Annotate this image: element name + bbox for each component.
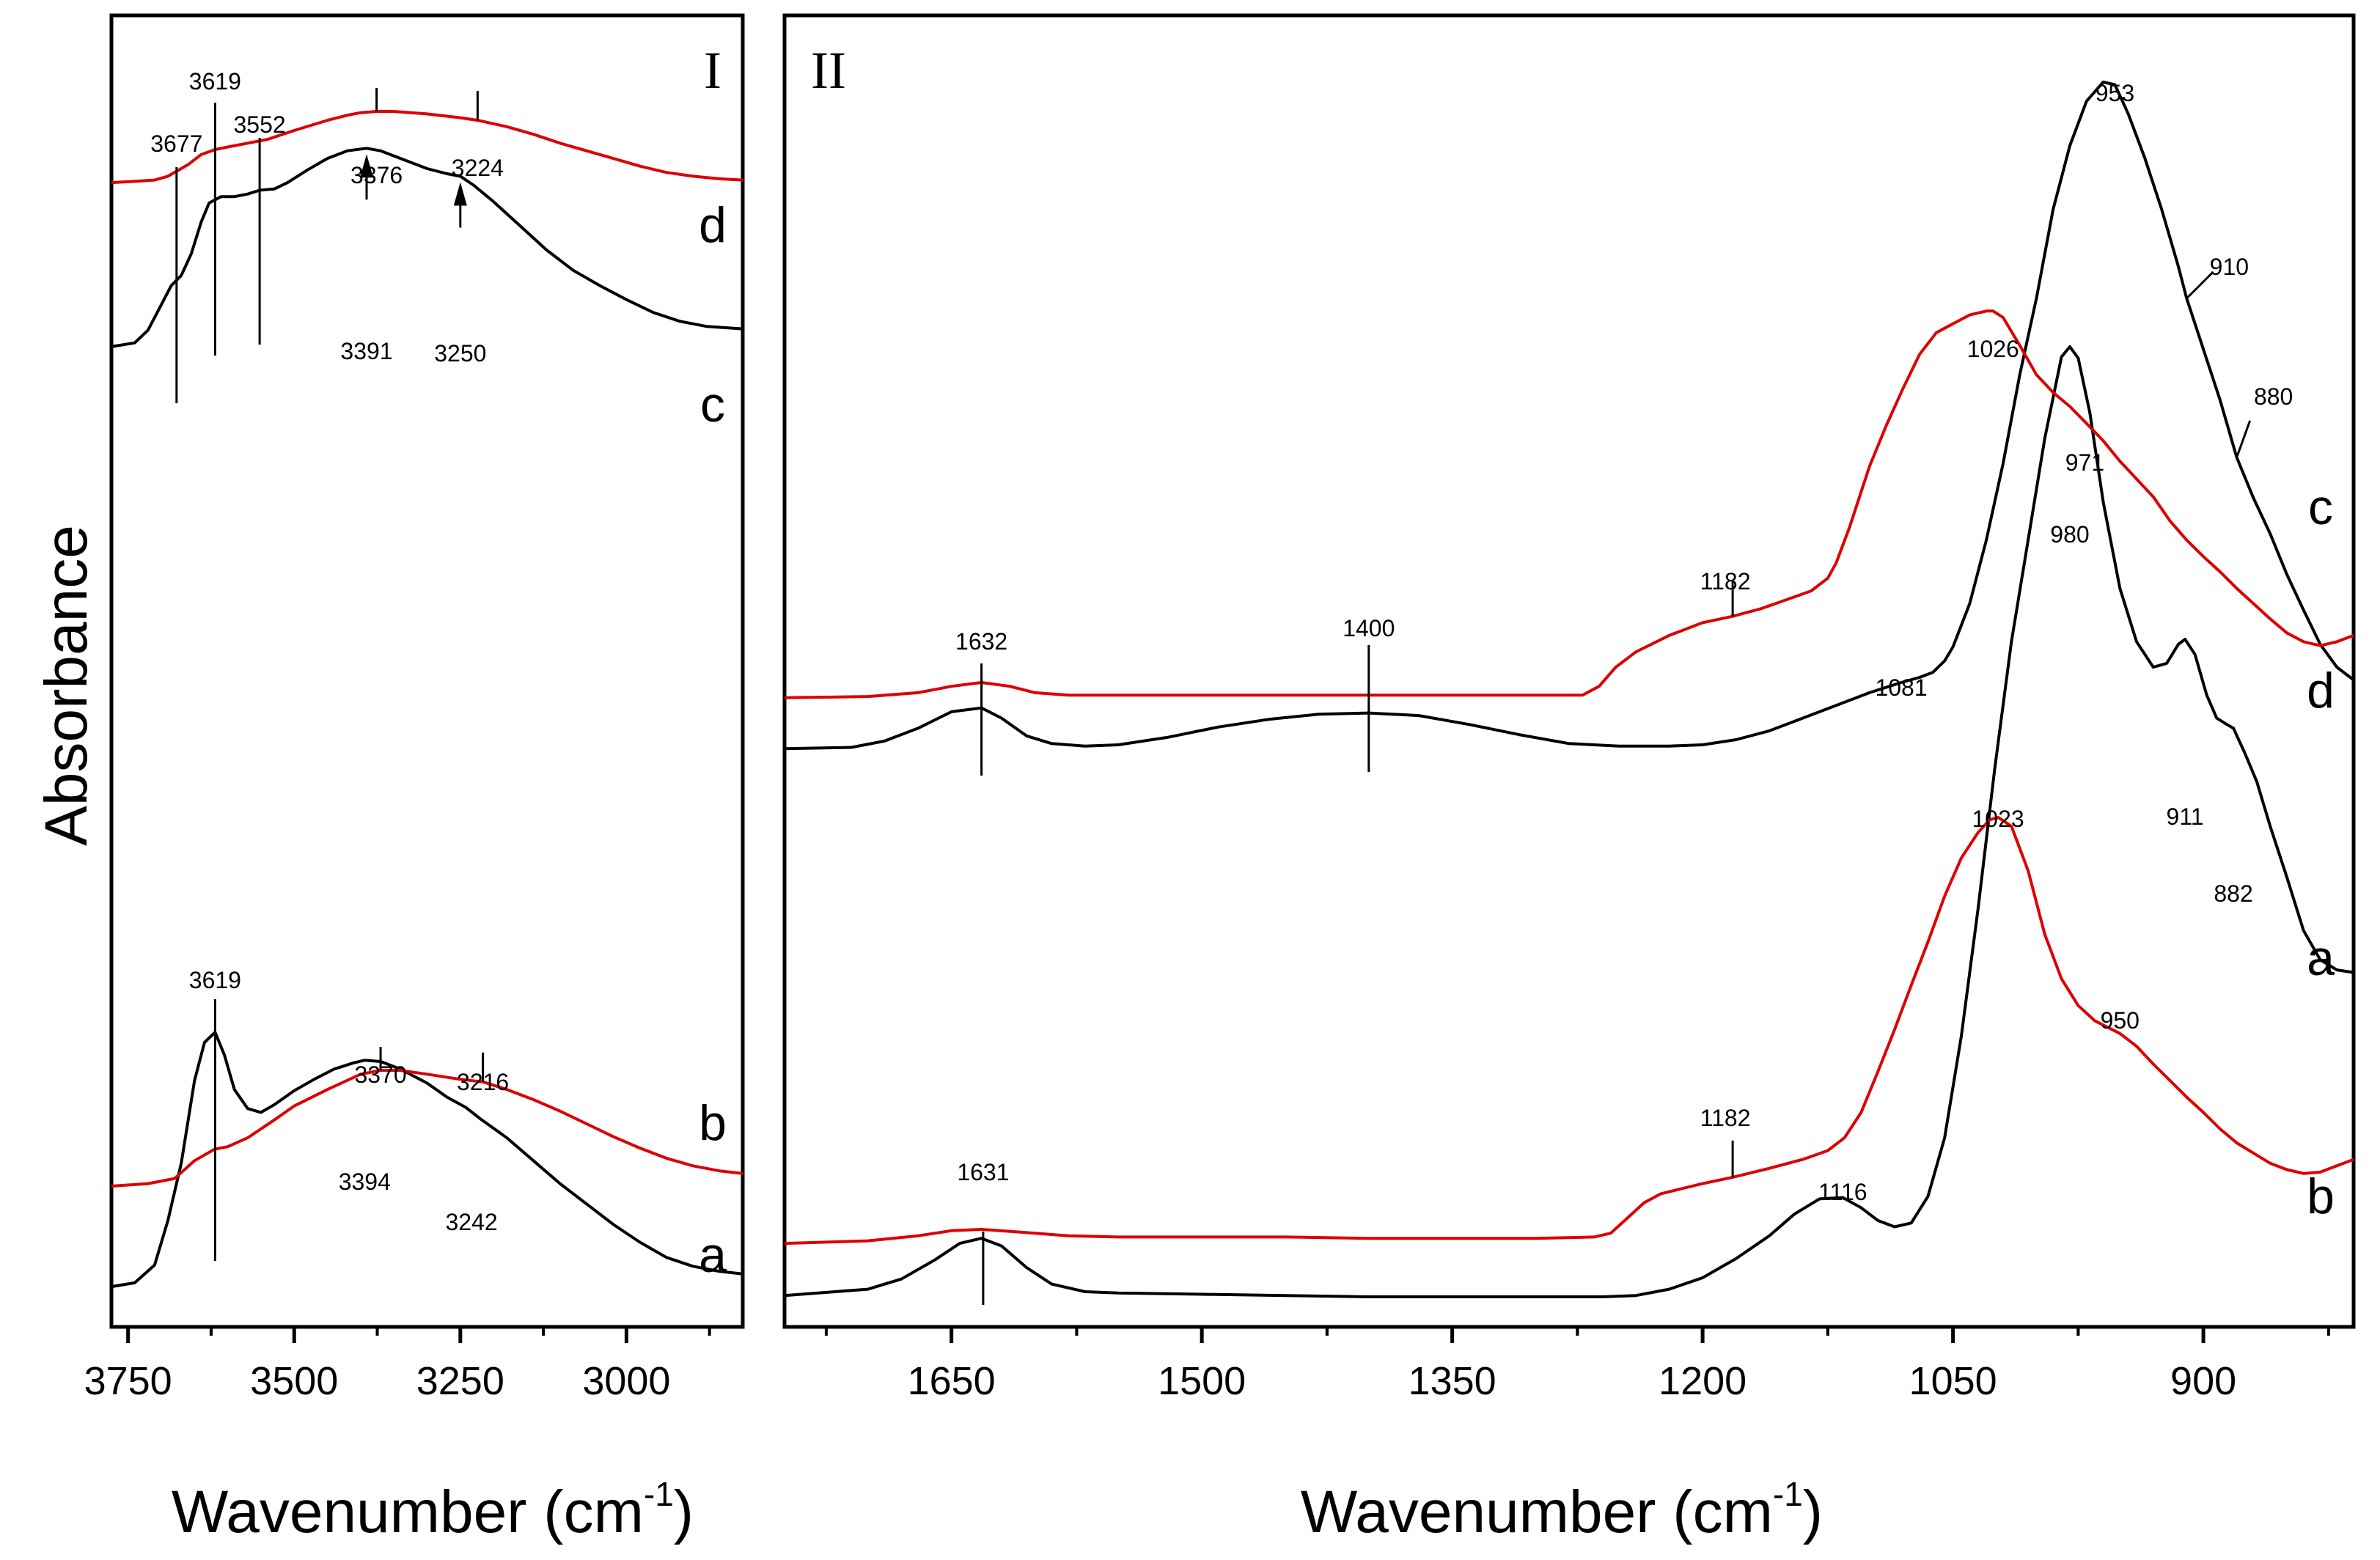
x-tick-label: 900 — [2170, 1359, 2236, 1403]
peak-annotation: 3394 — [339, 1169, 391, 1195]
peak-annotation: 3216 — [457, 1069, 509, 1095]
peak-annotation: 950 — [2101, 1007, 2140, 1034]
curve-label-d: d — [2307, 663, 2335, 718]
curve-label-a: a — [699, 1227, 727, 1283]
series-line-d — [784, 309, 2354, 699]
x-tick-label: 1500 — [1158, 1359, 1246, 1403]
peak-annotation: 3242 — [445, 1209, 497, 1235]
peak-annotation: 1632 — [955, 628, 1007, 655]
series-line-b — [111, 1069, 743, 1188]
peak-annotation: 1023 — [1972, 806, 2024, 832]
peak-annotation: 980 — [2050, 521, 2089, 548]
curve-label-d: d — [699, 197, 727, 253]
curve-label-c: c — [700, 377, 725, 433]
peak-annotation: 971 — [2065, 449, 2104, 476]
curve-label-a: a — [2307, 930, 2335, 986]
peak-annotation: 3619 — [189, 68, 241, 95]
peak-annotation: 953 — [2096, 80, 2134, 106]
peak-annotation: 3370 — [354, 1062, 406, 1088]
peak-annotation: 3677 — [150, 130, 202, 157]
series-line-c — [784, 81, 2355, 751]
peak-annotation: 1182 — [1700, 1105, 1751, 1131]
peak-arrow-head — [360, 154, 374, 178]
peak-annotation: 3552 — [234, 111, 286, 138]
curve-label-c: c — [2308, 479, 2333, 535]
peak-annotation: 3250 — [434, 340, 486, 367]
series-line-b — [784, 815, 2354, 1246]
peak-annotation: 911 — [2167, 803, 2204, 830]
series-line-a — [784, 345, 2354, 1298]
panel-i-frame — [109, 13, 745, 1329]
x-tick-label: 1050 — [1909, 1359, 1997, 1403]
series-line-c — [111, 147, 743, 348]
peak-annotation: 1081 — [1875, 674, 1927, 701]
peak-annotation: 1026 — [1967, 336, 2019, 362]
peak-annotation: 3376 — [350, 162, 403, 188]
x-tick-label: 3500 — [250, 1359, 338, 1403]
series-line-a — [111, 1031, 743, 1289]
peak-annotation: 3619 — [189, 967, 241, 993]
panel-label-ii: II — [811, 41, 846, 100]
series-line-d — [111, 110, 743, 185]
panel-ii-frame — [782, 13, 2356, 1329]
peak-annotation: 3391 — [340, 338, 392, 364]
peak-annotation: 1400 — [1343, 615, 1395, 641]
peak-marker-leader — [2236, 420, 2252, 458]
x-axis-label-ii: Wavenumber (cm-1) — [1301, 1475, 1823, 1545]
x-tick-label: 1650 — [908, 1359, 996, 1403]
panel-label-i: I — [704, 41, 721, 100]
x-tick-label: 3250 — [416, 1359, 504, 1403]
x-axis-label-i: Wavenumber (cm-1) — [172, 1475, 694, 1545]
peak-annotation: 1116 — [1818, 1179, 1867, 1205]
peak-annotation: 910 — [2210, 254, 2249, 280]
peak-marker-leader — [2186, 271, 2214, 300]
x-tick-label: 1350 — [1408, 1359, 1496, 1403]
curve-label-b: b — [2307, 1169, 2335, 1224]
peak-annotation: 1182 — [1700, 568, 1751, 595]
peak-annotation: 3224 — [452, 155, 504, 181]
y-axis-label: Absorbance — [33, 525, 100, 846]
peak-annotation: 880 — [2254, 383, 2293, 410]
peak-annotation: 1631 — [957, 1159, 1009, 1185]
x-tick-label: 1200 — [1659, 1359, 1747, 1403]
peak-arrow-head — [453, 182, 467, 206]
curve-label-b: b — [699, 1095, 727, 1151]
x-tick-label: 3750 — [84, 1359, 172, 1403]
x-tick-label: 3000 — [582, 1359, 670, 1403]
peak-annotation: 882 — [2214, 880, 2252, 907]
